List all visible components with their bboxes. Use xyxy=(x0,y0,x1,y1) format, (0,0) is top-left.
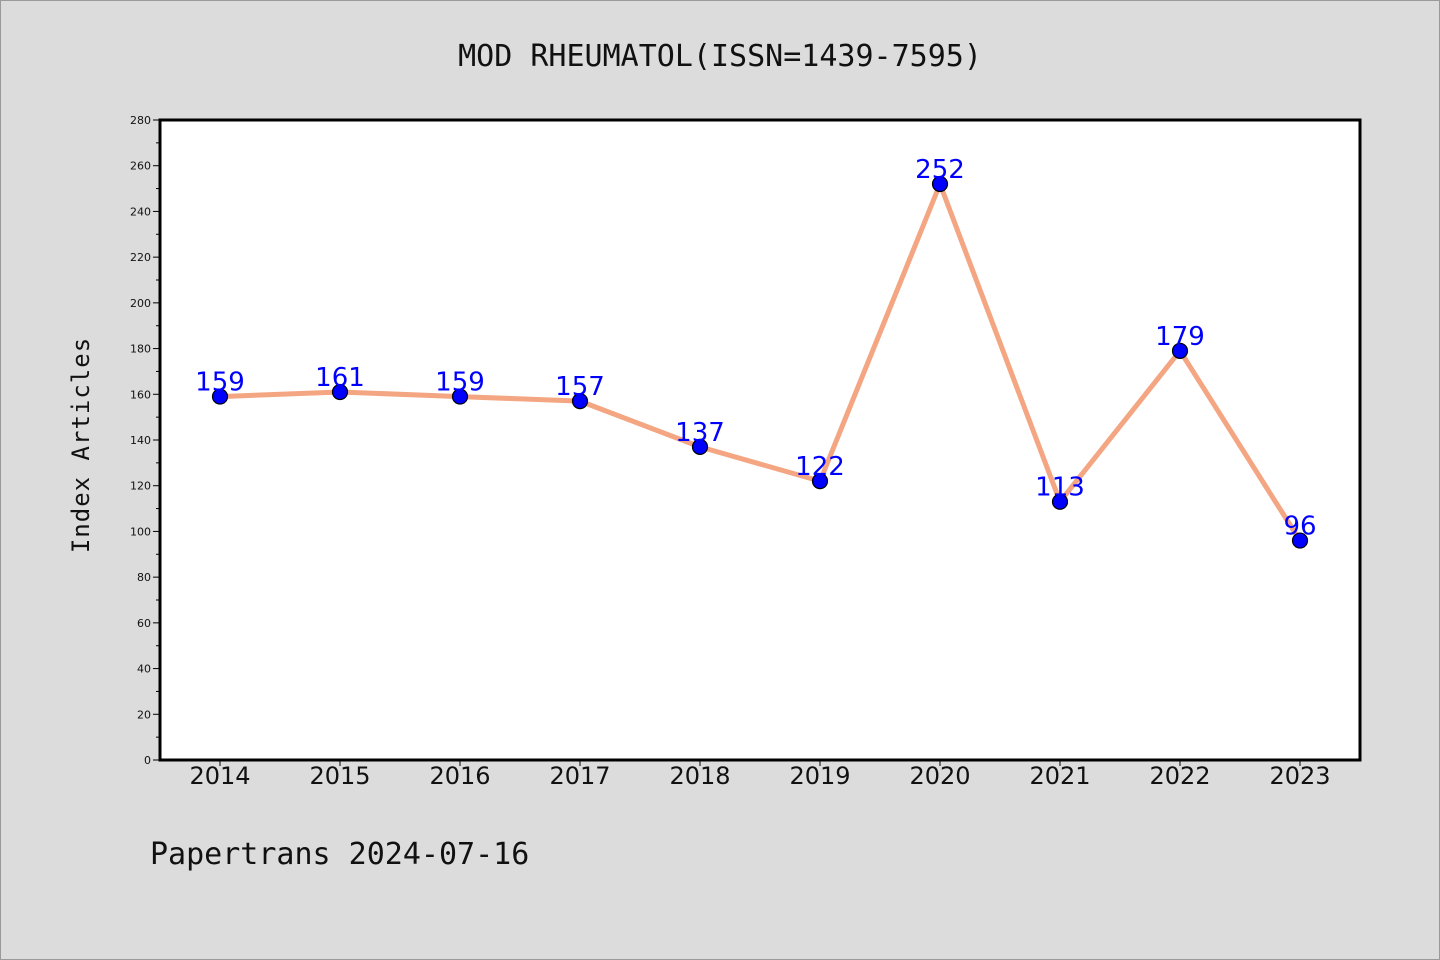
data-label: 161 xyxy=(315,363,365,393)
y-tick-label: 0 xyxy=(144,754,151,767)
y-tick-label: 240 xyxy=(130,205,151,218)
x-axis: 2014 2015 2016 2017 2018 2019 2020 2021 2022 2023 xyxy=(189,760,1331,790)
series-line xyxy=(217,181,1303,544)
y-tick-label: 120 xyxy=(130,480,151,493)
x-tick-label: 2017 xyxy=(549,762,610,790)
data-point xyxy=(451,388,469,405)
y-tick-label: 200 xyxy=(130,297,151,310)
x-tick-label: 2019 xyxy=(789,762,850,790)
plot-area xyxy=(158,118,1362,762)
data-point xyxy=(331,383,349,401)
data-label: 122 xyxy=(795,452,845,482)
data-points xyxy=(211,175,1309,549)
y-axis-label: Index Articles xyxy=(67,337,95,553)
data-point xyxy=(691,438,709,455)
data-label: 157 xyxy=(555,372,605,402)
y-tick-label: 260 xyxy=(130,160,151,173)
y-tick-label: 40 xyxy=(137,663,151,676)
data-point xyxy=(1051,493,1069,510)
data-label: 159 xyxy=(195,368,245,398)
x-tick-label: 2020 xyxy=(909,762,970,790)
y-tick-label: 180 xyxy=(130,343,151,356)
data-label: 137 xyxy=(675,418,725,448)
y-tick-label: 80 xyxy=(137,571,151,584)
y-tick-label: 220 xyxy=(130,251,151,264)
data-label: 96 xyxy=(1283,512,1316,542)
data-point xyxy=(1291,532,1309,549)
y-tick-label: 140 xyxy=(130,434,151,447)
y-tick-label: 60 xyxy=(137,617,151,630)
y-tick-label: 280 xyxy=(130,114,151,127)
y-tick-label: 100 xyxy=(130,525,151,538)
x-tick-label: 2015 xyxy=(309,762,370,790)
data-point xyxy=(811,473,829,490)
data-label: 113 xyxy=(1035,473,1085,503)
footer-text: Papertrans 2024-07-16 xyxy=(150,837,529,872)
x-tick-label: 2016 xyxy=(429,762,490,790)
series-line-group xyxy=(217,181,1303,544)
data-label: 252 xyxy=(915,155,965,185)
x-tick-label: 2023 xyxy=(1269,762,1330,790)
data-point xyxy=(1171,342,1189,359)
data-point xyxy=(931,175,949,193)
y-tick-label: 160 xyxy=(130,388,151,401)
y-axis: 0 20 40 60 80 100 120 140 160 180 200 220 240 260 280 xyxy=(130,114,160,767)
x-tick-label: 2022 xyxy=(1149,762,1210,790)
data-point xyxy=(211,388,229,405)
chart-title: MOD RHEUMATOL(ISSN=1439-7595) xyxy=(458,39,982,74)
x-tick-label: 2021 xyxy=(1029,762,1090,790)
data-point xyxy=(571,393,589,410)
x-tick-label: 2014 xyxy=(189,762,250,790)
data-labels: 159 161 159 157 137 122 252 113 179 96 xyxy=(195,155,1316,542)
data-label: 159 xyxy=(435,368,485,398)
y-tick-label: 20 xyxy=(137,708,151,721)
x-tick-label: 2018 xyxy=(669,762,730,790)
data-label: 179 xyxy=(1155,322,1205,352)
